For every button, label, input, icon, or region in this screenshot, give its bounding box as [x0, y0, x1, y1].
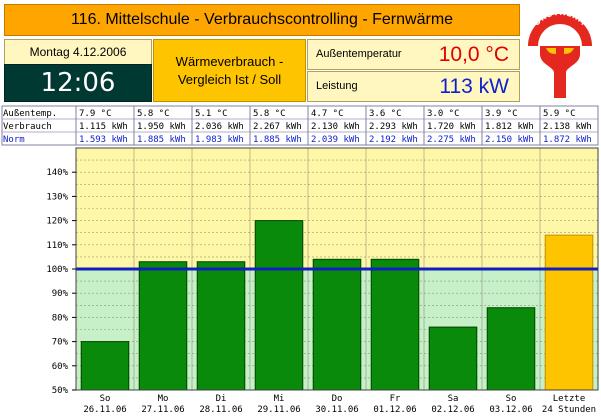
- table-cell: 5.8 °C: [137, 109, 170, 119]
- chart-axes: 50%60%70%80%90%100%110%120%130%140%So26.…: [46, 147, 599, 415]
- table-cell: 5.8 °C: [253, 109, 286, 119]
- bar-01-12-06: [370, 258, 420, 391]
- table-cell: 1.593 kWh: [79, 135, 128, 145]
- mode-panel: Wärmeverbrauch - Vergleich Ist / Soll: [153, 39, 306, 102]
- chart-bars: [80, 220, 594, 391]
- table-cell: 5.1 °C: [195, 109, 228, 119]
- bar-24-stunden: [544, 234, 594, 391]
- power-panel: Leistung 113 kW: [307, 71, 520, 102]
- y-tick-label: 70%: [52, 338, 69, 348]
- x-tick-date: 24 Stunden: [542, 405, 596, 415]
- table-cell: 3.0 °C: [427, 109, 460, 119]
- x-tick-day: So: [100, 394, 111, 404]
- outside-temp-label: Außentemperatur: [316, 48, 402, 60]
- table-row-label: Norm: [3, 135, 25, 145]
- bar-29-11-06: [254, 220, 304, 391]
- x-tick-day: Letzte: [553, 394, 586, 404]
- x-tick-day: Di: [216, 394, 227, 404]
- x-tick-date: 30.11.06: [315, 405, 358, 415]
- table-cell: 2.293 kWh: [369, 122, 418, 132]
- table-cell: 1.983 kWh: [195, 135, 244, 145]
- table-cell: 2.036 kWh: [195, 122, 244, 132]
- table-cell: 1.872 kWh: [543, 135, 592, 145]
- bar-26-11-06: [80, 341, 130, 391]
- x-tick-date: 28.11.06: [199, 405, 242, 415]
- x-tick-date: 01.12.06: [373, 405, 416, 415]
- x-tick-date: 03.12.06: [489, 405, 532, 415]
- x-tick-day: Fr: [390, 394, 401, 404]
- table-cell: 1.115 kWh: [79, 122, 128, 132]
- x-tick-date: 02.12.06: [431, 405, 474, 415]
- y-tick-label: 60%: [52, 362, 69, 372]
- table-cell: 1.812 kWh: [485, 122, 534, 132]
- table-cell: 4.7 °C: [311, 109, 344, 119]
- table-cell: 2.150 kWh: [485, 135, 534, 145]
- table-cell: 2.138 kWh: [543, 122, 592, 132]
- table-cell: 3.9 °C: [485, 109, 518, 119]
- outside-temp-panel: Außentemperatur 10,0 °C: [307, 39, 520, 70]
- table-cell: 1.720 kWh: [427, 122, 476, 132]
- bar-30-11-06: [312, 258, 362, 391]
- oekotherm-logo-icon: ÖKOTHERM: [528, 8, 592, 98]
- outside-temp-value: 10,0 °C: [438, 43, 509, 66]
- page-title: 116. Mittelschule - Verbrauchscontrollin…: [4, 4, 520, 36]
- table-row-label: Außentemp.: [3, 109, 57, 119]
- table-frame: [1, 105, 599, 146]
- data-table: Außentemp. Verbrauch Norm 7.9 °C 1.115 kWh 1.…: [1, 105, 599, 146]
- power-label: Leistung: [316, 80, 358, 92]
- y-tick-label: 50%: [52, 386, 69, 396]
- x-tick-date: 26.11.06: [83, 405, 126, 415]
- table-cell: 5.9 °C: [543, 109, 576, 119]
- x-tick-date: 29.11.06: [257, 405, 300, 415]
- x-tick-day: Do: [332, 394, 343, 404]
- y-tick-label: 80%: [52, 313, 69, 323]
- y-tick-label: 120%: [46, 217, 68, 227]
- y-tick-label: 130%: [46, 192, 68, 202]
- table-cell: 2.039 kWh: [311, 135, 360, 145]
- x-tick-date: 27.11.06: [141, 405, 184, 415]
- clock-display: 12:06: [4, 64, 152, 102]
- mode-label-line1: Wärmeverbrauch -: [175, 53, 284, 69]
- bar-02-12-06: [428, 326, 478, 391]
- table-cell: 7.9 °C: [79, 109, 112, 119]
- power-value: 113 kW: [439, 75, 509, 98]
- y-tick-label: 90%: [52, 289, 69, 299]
- bar-28-11-06: [196, 261, 246, 391]
- table-cell: 2.267 kWh: [253, 122, 302, 132]
- table-cell: 3.6 °C: [369, 109, 402, 119]
- table-cell: 1.885 kWh: [253, 135, 302, 145]
- y-tick-label: 100%: [46, 265, 68, 275]
- table-cell: 2.192 kWh: [369, 135, 418, 145]
- mode-label-line2: Vergleich Ist / Soll: [177, 71, 282, 87]
- y-tick-label: 110%: [46, 241, 68, 251]
- bar-03-12-06: [486, 307, 536, 391]
- table-row-label: Verbrauch: [3, 122, 52, 132]
- table-cell: 1.950 kWh: [137, 122, 186, 132]
- bar-27-11-06: [138, 261, 188, 391]
- x-tick-day: Mo: [158, 394, 169, 404]
- x-tick-day: Mi: [274, 394, 285, 404]
- table-cell: 1.885 kWh: [137, 135, 186, 145]
- x-tick-day: Sa: [448, 394, 459, 404]
- table-cell: 2.275 kWh: [427, 135, 476, 145]
- x-tick-day: So: [506, 394, 517, 404]
- table-cell: 2.130 kWh: [311, 122, 360, 132]
- y-tick-label: 140%: [46, 168, 68, 178]
